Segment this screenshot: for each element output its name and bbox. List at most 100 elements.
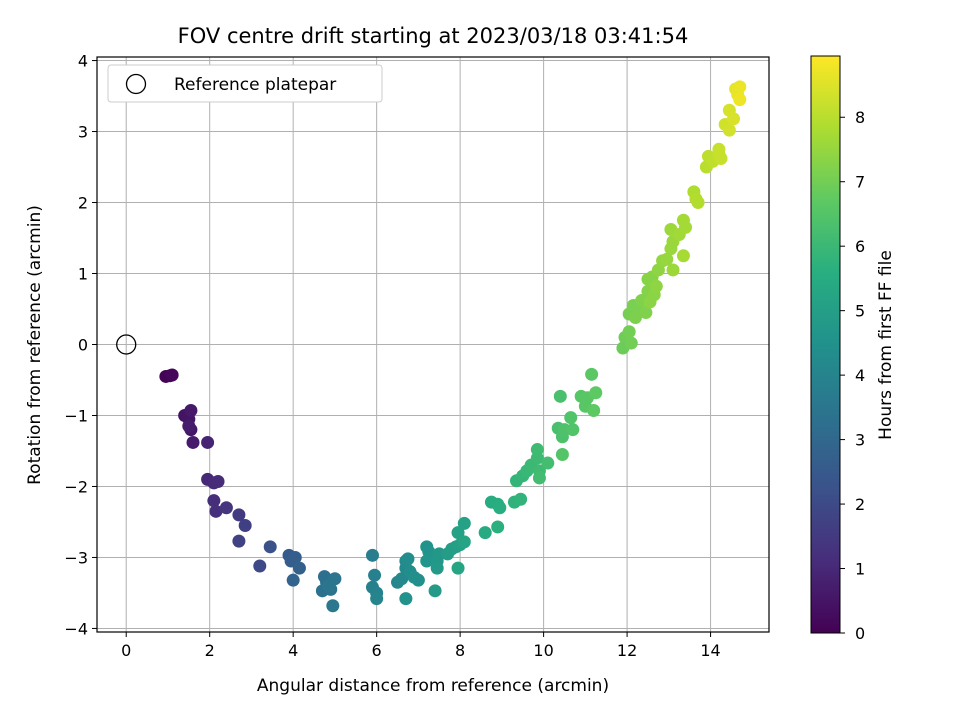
x-tick-label: 10 — [533, 641, 553, 660]
data-point — [624, 336, 638, 350]
data-point — [628, 311, 642, 325]
y-ticks: 4 3 2 1 0 −1 −2 −3 −4 — [64, 52, 97, 638]
data-point — [589, 386, 603, 400]
data-point — [182, 419, 196, 433]
data-point — [566, 423, 580, 437]
data-point — [253, 559, 267, 573]
colorbar-tick-label: 3 — [855, 431, 865, 450]
data-point — [186, 435, 200, 449]
data-point — [491, 520, 505, 534]
y-tick-label: −4 — [64, 619, 88, 638]
data-point — [322, 579, 336, 593]
legend: Reference platepar — [107, 64, 383, 103]
data-point — [401, 552, 415, 566]
data-point — [649, 279, 663, 293]
data-point — [727, 112, 741, 126]
x-tick-label: 6 — [372, 641, 382, 660]
data-point — [493, 501, 507, 515]
y-tick-label: 4 — [78, 52, 88, 71]
y-axis-label: Rotation from reference (arcmin) — [25, 205, 45, 485]
y-tick-label: 3 — [78, 123, 88, 142]
data-point — [679, 220, 693, 234]
data-point — [288, 550, 302, 564]
data-point — [530, 443, 544, 457]
data-point — [555, 448, 569, 462]
data-point — [457, 516, 471, 530]
colorbar-tick-label: 2 — [855, 495, 865, 514]
data-point — [514, 492, 528, 506]
data-point — [292, 561, 306, 575]
data-point — [286, 573, 300, 587]
data-point — [232, 508, 246, 522]
data-point — [666, 263, 680, 277]
data-point — [478, 526, 492, 540]
x-axis-label: Angular distance from reference (arcmin) — [257, 676, 609, 696]
x-tick-label: 14 — [700, 641, 720, 660]
legend-label: Reference platepar — [174, 75, 336, 95]
data-point — [365, 548, 379, 562]
colorbar-tick-label: 5 — [855, 302, 865, 321]
data-point — [219, 501, 233, 515]
colorbar-tick-label: 8 — [855, 108, 865, 127]
data-point — [660, 252, 674, 266]
data-point — [712, 142, 726, 156]
chart-title: FOV centre drift starting at 2023/03/18 … — [178, 24, 689, 48]
colorbar-ticks: 0 1 2 3 4 5 6 7 8 — [840, 108, 865, 643]
x-tick-label: 0 — [121, 641, 131, 660]
scatter-points — [116, 80, 747, 613]
data-point — [232, 534, 246, 548]
data-point — [420, 554, 434, 568]
data-point — [564, 411, 578, 425]
y-tick-label: −2 — [64, 477, 88, 496]
colorbar-gradient — [810, 55, 841, 634]
data-point — [411, 573, 425, 587]
x-tick-label: 2 — [205, 641, 215, 660]
colorbar-tick-label: 0 — [855, 624, 865, 643]
data-point — [532, 471, 546, 485]
data-point — [326, 599, 340, 613]
data-point — [733, 80, 747, 94]
data-point — [207, 494, 221, 508]
colorbar: 0 1 2 3 4 5 6 7 8 Hours from first FF file — [810, 55, 896, 643]
data-point — [639, 306, 653, 320]
y-tick-label: 2 — [78, 194, 88, 213]
y-tick-label: 0 — [78, 336, 88, 355]
data-point — [368, 568, 382, 582]
colorbar-tick-label: 6 — [855, 237, 865, 256]
x-tick-label: 8 — [455, 641, 465, 660]
data-point — [676, 249, 690, 263]
data-point — [165, 368, 179, 382]
data-point — [428, 584, 442, 598]
x-ticks: 0 2 4 6 8 10 12 14 — [121, 632, 721, 660]
data-point — [722, 123, 736, 137]
data-point — [399, 592, 413, 606]
data-point — [201, 435, 215, 449]
data-point — [430, 561, 444, 575]
colorbar-label: Hours from first FF file — [876, 250, 896, 440]
data-point — [587, 404, 601, 418]
data-point — [184, 404, 198, 418]
data-point — [238, 519, 252, 533]
data-point — [370, 592, 384, 606]
x-tick-label: 4 — [288, 641, 298, 660]
y-tick-label: 1 — [78, 265, 88, 284]
data-point — [541, 456, 555, 470]
legend-box — [107, 64, 383, 103]
x-tick-label: 12 — [617, 641, 637, 660]
grid-lines — [97, 57, 769, 632]
data-point — [622, 325, 636, 339]
data-point — [733, 93, 747, 107]
colorbar-tick-label: 4 — [855, 366, 865, 385]
y-tick-label: −1 — [64, 406, 88, 425]
data-point — [263, 540, 277, 554]
data-point — [553, 389, 567, 403]
data-point — [585, 367, 599, 381]
y-tick-label: −3 — [64, 548, 88, 567]
data-point — [451, 561, 465, 575]
data-point — [209, 504, 223, 518]
data-point — [451, 526, 465, 540]
legend-marker — [125, 73, 147, 95]
data-point — [691, 196, 705, 210]
data-point — [457, 535, 471, 549]
